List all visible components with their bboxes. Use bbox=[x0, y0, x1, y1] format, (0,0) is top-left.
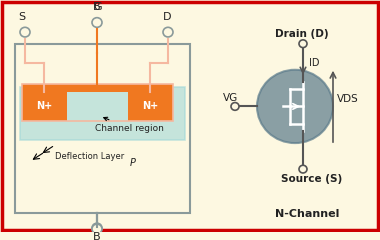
Text: N+: N+ bbox=[142, 102, 158, 111]
Circle shape bbox=[299, 165, 307, 173]
Circle shape bbox=[92, 18, 102, 27]
Bar bbox=[22, 84, 173, 121]
Circle shape bbox=[92, 224, 102, 234]
Bar bbox=[128, 92, 173, 121]
Text: N+: N+ bbox=[36, 102, 52, 111]
Text: Source (S): Source (S) bbox=[281, 174, 342, 184]
Circle shape bbox=[299, 40, 307, 48]
Text: B: B bbox=[93, 2, 101, 12]
Text: VG: VG bbox=[223, 93, 238, 103]
Bar bbox=[22, 84, 173, 92]
Circle shape bbox=[20, 27, 30, 37]
Text: P: P bbox=[130, 158, 136, 168]
Bar bbox=[15, 44, 190, 213]
Text: ID: ID bbox=[309, 58, 320, 68]
Circle shape bbox=[92, 223, 102, 233]
Circle shape bbox=[257, 70, 333, 143]
Circle shape bbox=[163, 27, 173, 37]
Text: S: S bbox=[18, 12, 25, 22]
Text: Drain (D): Drain (D) bbox=[275, 29, 329, 39]
Bar bbox=[20, 87, 185, 140]
Bar bbox=[22, 92, 67, 121]
Text: Deflection Layer: Deflection Layer bbox=[55, 152, 124, 162]
Text: G: G bbox=[93, 2, 101, 12]
Text: B: B bbox=[93, 232, 101, 240]
Text: Channel region: Channel region bbox=[95, 117, 164, 132]
Circle shape bbox=[231, 102, 239, 110]
Text: N-Channel: N-Channel bbox=[275, 209, 339, 219]
Text: VDS: VDS bbox=[337, 94, 359, 104]
Text: D: D bbox=[163, 12, 171, 22]
